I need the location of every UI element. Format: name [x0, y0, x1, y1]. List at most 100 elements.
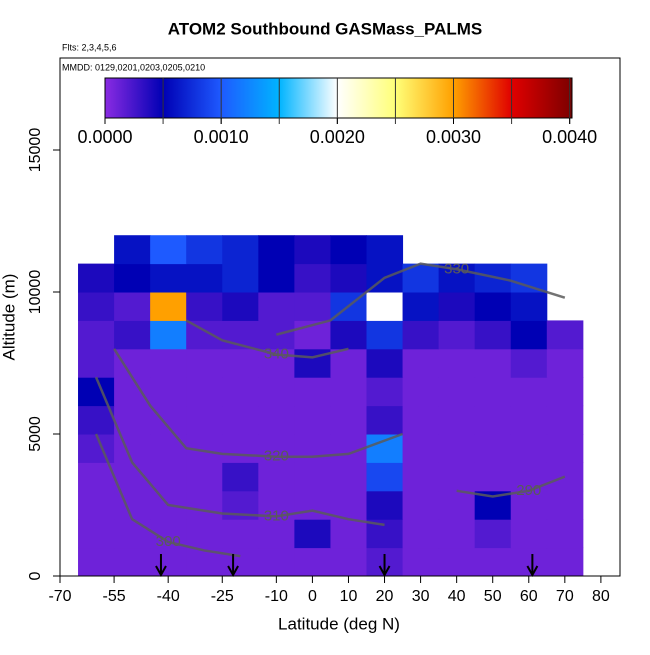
heat-cell — [366, 377, 404, 407]
plot-frame — [59, 57, 621, 577]
x-tick-label: -10 — [265, 588, 288, 605]
heat-cell — [438, 490, 476, 520]
heat-cell — [114, 519, 151, 549]
heat-cell — [294, 519, 331, 549]
heat-cell — [222, 377, 259, 407]
heat-cell — [510, 547, 548, 577]
heat-cell — [438, 519, 476, 549]
heat-cell — [294, 434, 331, 463]
heat-cell — [114, 348, 151, 378]
heat-cell — [546, 405, 584, 435]
heat-cell — [78, 547, 115, 577]
heat-cell — [186, 490, 223, 520]
heat-cell — [150, 434, 187, 463]
heat-cell — [114, 235, 151, 265]
heat-cell — [438, 547, 476, 577]
heat-cell — [402, 519, 440, 549]
heat-cell — [402, 292, 440, 321]
contour-label: 310 — [264, 507, 289, 524]
heat-cell — [474, 547, 512, 577]
colorbar-tick-label: 0.0010 — [194, 127, 249, 147]
heat-cell — [150, 348, 187, 378]
contour-line — [113, 348, 403, 458]
x-tick-label: 60 — [520, 588, 538, 605]
heat-cell — [258, 235, 295, 265]
x-tick-label: -70 — [48, 588, 71, 605]
heat-cell — [474, 320, 512, 350]
heat-cell — [222, 547, 259, 577]
heat-cell — [438, 320, 476, 350]
heat-cell — [294, 490, 331, 520]
heat-cell — [474, 519, 512, 549]
heat-cell — [366, 348, 404, 378]
heat-cell — [222, 235, 259, 265]
contour-label: 320 — [264, 448, 289, 465]
colorbar — [104, 77, 573, 119]
heat-cell — [222, 348, 259, 378]
heat-cell — [366, 235, 404, 265]
heat-cell — [510, 377, 548, 407]
annotation: MMDD: 0129,0201,0203,0205,0210 — [62, 62, 205, 72]
heat-cell — [510, 519, 548, 549]
heat-cell — [222, 462, 259, 492]
heat-cell — [474, 348, 512, 378]
heat-cell — [402, 547, 440, 577]
heat-cell — [402, 348, 440, 378]
heat-cell — [438, 462, 476, 492]
heat-cell — [186, 519, 223, 549]
heat-cell — [222, 434, 259, 463]
heat-cell — [402, 462, 440, 492]
x-axis-label: Latitude (deg N) — [278, 614, 400, 633]
heat-cell — [78, 263, 115, 293]
heat-cell — [186, 292, 223, 321]
heat-cell — [546, 519, 584, 549]
chart-title: ATOM2 Southbound GASMass_PALMS — [168, 19, 483, 38]
heat-cell — [330, 348, 368, 378]
heat-cell — [546, 377, 584, 407]
heat-cell — [510, 263, 548, 293]
contour-line — [94, 433, 241, 558]
heat-cell — [294, 263, 331, 293]
heat-cell — [258, 292, 295, 321]
contour-line — [185, 319, 349, 359]
heat-cell — [546, 490, 584, 520]
contour-label: 300 — [156, 533, 181, 550]
heat-cell — [294, 462, 331, 492]
contour-label: 290 — [516, 482, 541, 499]
arrow-head — [227, 565, 239, 578]
heat-cell — [330, 462, 368, 492]
heat-cell — [510, 434, 548, 463]
heat-cell — [294, 405, 331, 435]
heat-cell — [402, 434, 440, 463]
heat-cell — [510, 490, 548, 520]
heat-cell — [78, 519, 115, 549]
heat-cell — [222, 263, 259, 293]
colorbar-tick-label: 0.0020 — [310, 127, 365, 147]
heat-cell — [366, 320, 404, 350]
heat-cell — [78, 434, 115, 463]
y-tick-label: 0 — [27, 571, 44, 580]
heat-cell — [330, 263, 368, 293]
heat-cell — [78, 490, 115, 520]
heat-cell — [330, 547, 368, 577]
heat-cell — [438, 292, 476, 321]
heat-cell — [114, 490, 151, 520]
heat-cell — [546, 462, 584, 492]
colorbar-tick-label: 0.0030 — [426, 127, 481, 147]
heatmap — [78, 235, 584, 577]
heat-cell — [114, 292, 151, 321]
x-tick-label: 50 — [484, 588, 502, 605]
heat-cell — [150, 462, 187, 492]
heat-cell — [546, 434, 584, 463]
x-tick-label: -25 — [211, 588, 234, 605]
x-tick-label: -40 — [157, 588, 180, 605]
heat-cell — [186, 263, 223, 293]
arrow-head — [526, 565, 539, 578]
heat-cell — [222, 405, 259, 435]
contour-label: 340 — [264, 345, 289, 362]
heat-cell — [186, 405, 223, 435]
x-tick-label: 10 — [340, 588, 358, 605]
heat-cell — [366, 490, 404, 520]
heat-cell — [330, 519, 368, 549]
heat-cell — [330, 320, 368, 350]
